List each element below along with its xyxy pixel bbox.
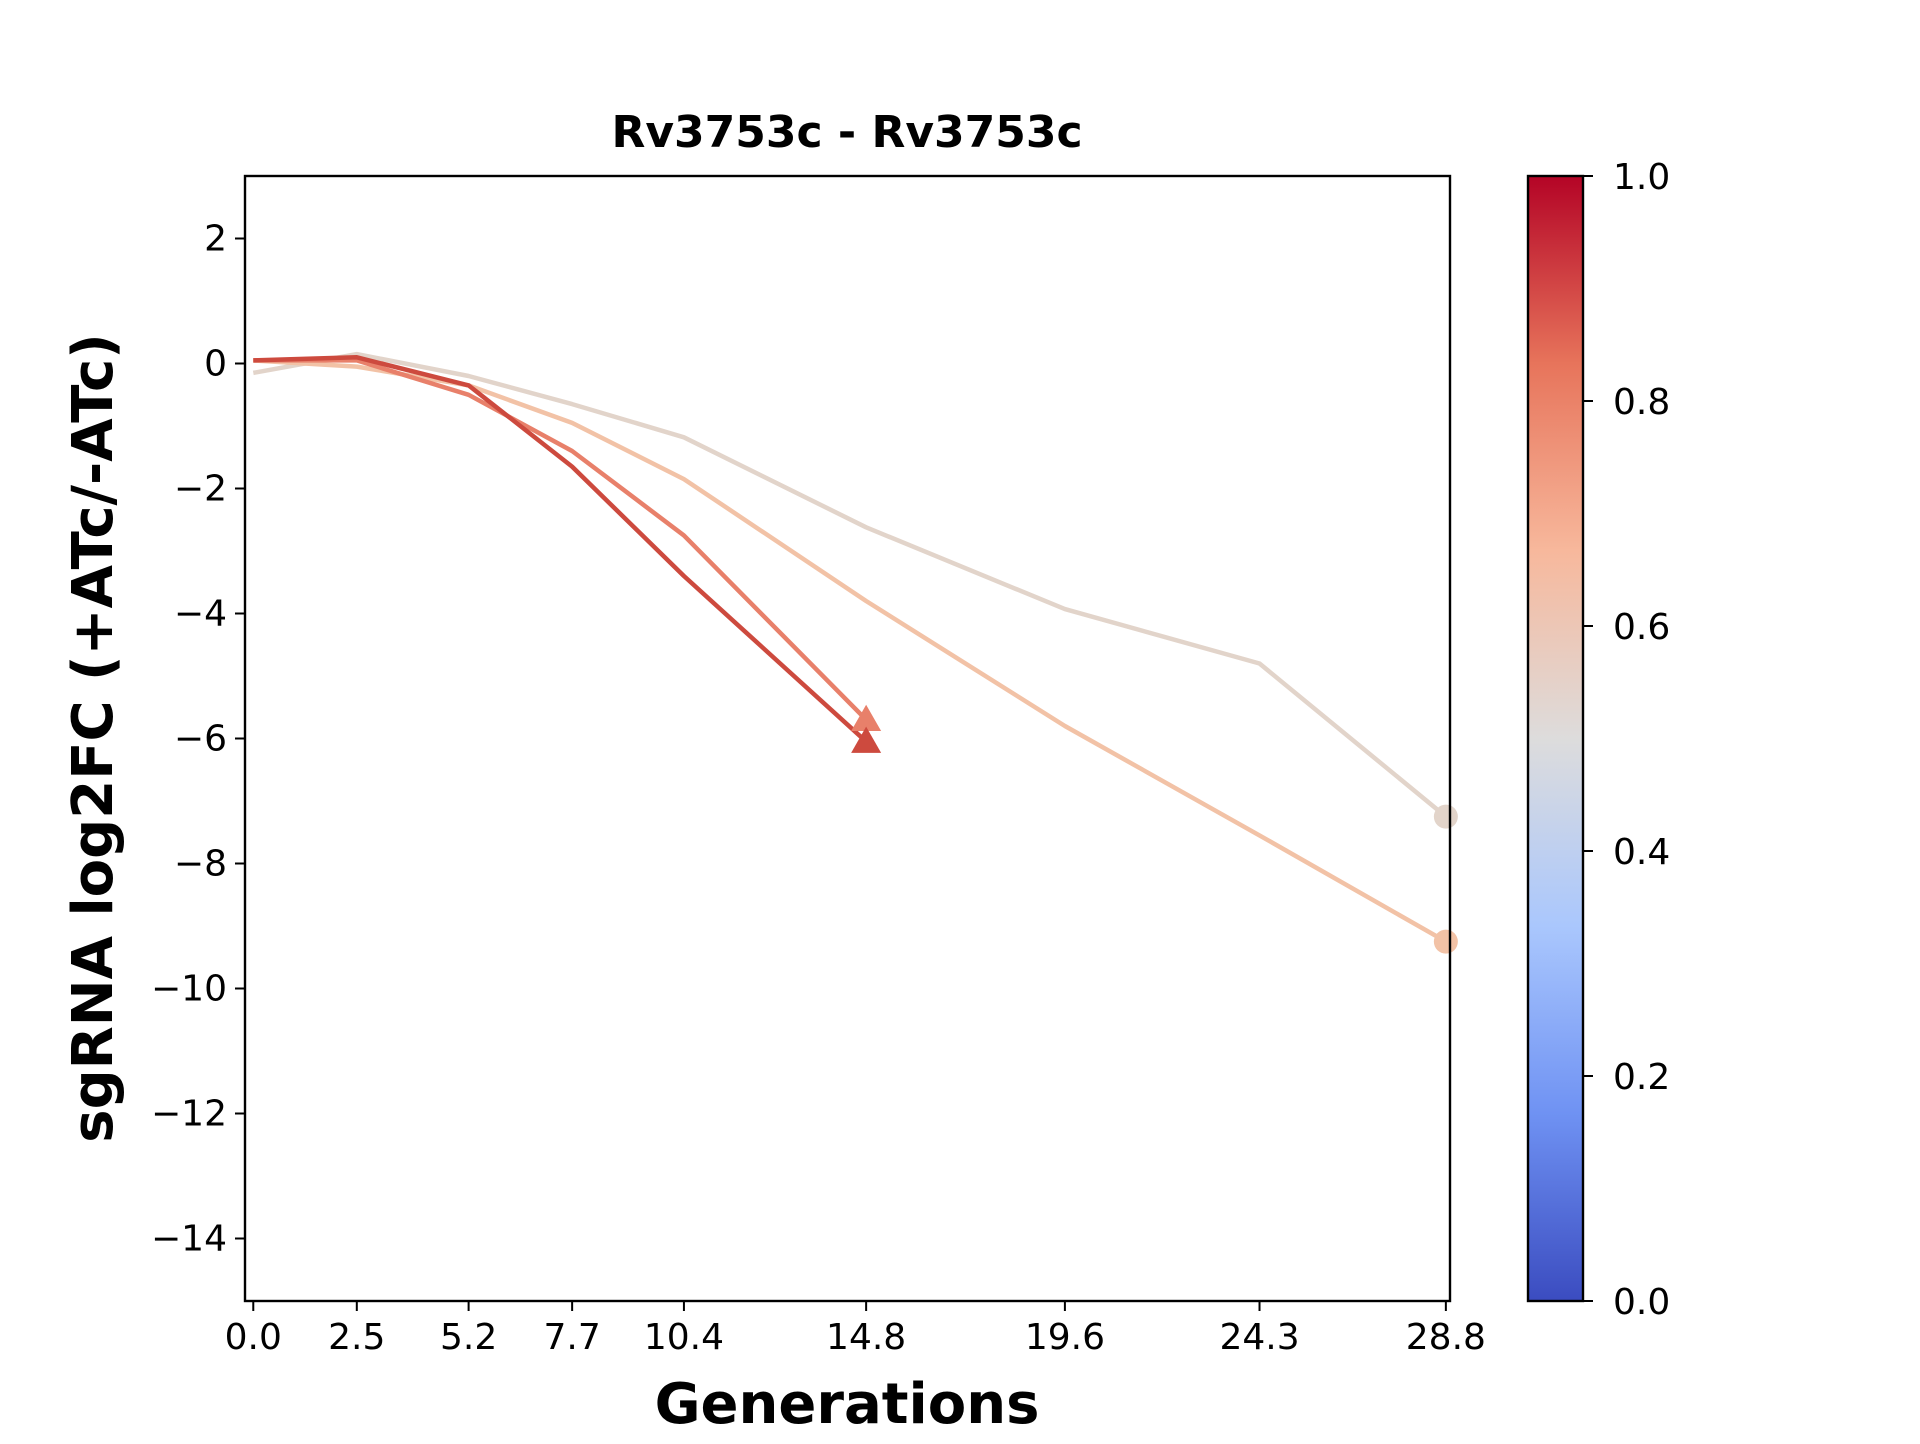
series-line-4	[253, 355, 868, 744]
y-tick-label: 2	[204, 219, 227, 260]
colorbar-tick-label: 0.6	[1613, 607, 1670, 648]
y-tick-label: 0	[204, 344, 227, 385]
series-line-1	[252, 351, 1448, 819]
series-end-marker-1	[1433, 804, 1458, 829]
series-layer	[252, 351, 1448, 944]
colorbar-tick-label: 0.2	[1613, 1057, 1670, 1098]
y-tick-label: −12	[151, 1094, 227, 1135]
y-tick-label: −4	[174, 594, 227, 635]
colorbar-ticks: 0.0 0.2 0.4 0.6 0.8 1.0	[1583, 157, 1670, 1323]
x-tick-label: 14.8	[826, 1317, 906, 1358]
colorbar-tick-label: 1.0	[1613, 157, 1670, 198]
marker-layer	[851, 704, 1458, 954]
chart-title: Rv3753c - Rv3753c	[611, 107, 1082, 158]
y-axis-title: sgRNA log2FC (+ATc/-ATc)	[61, 333, 126, 1143]
series-end-marker-4	[851, 726, 882, 753]
y-tick-label: −14	[151, 1219, 227, 1260]
y-tick-label: −8	[174, 844, 227, 885]
colorbar-tick-label: 0.4	[1613, 832, 1670, 873]
series-line-2	[253, 358, 1448, 944]
x-tick-label: 7.7	[543, 1317, 600, 1358]
x-tick-label: 2.5	[328, 1317, 385, 1358]
x-axis-title: Generations	[655, 1372, 1040, 1437]
series-line-3	[253, 358, 868, 722]
x-tick-label: 19.6	[1025, 1317, 1105, 1358]
colorbar-tick-label: 0.0	[1613, 1282, 1670, 1323]
x-tick-label: 5.2	[440, 1317, 497, 1358]
y-tick-label: −10	[151, 969, 227, 1010]
x-tick-label: 24.3	[1219, 1317, 1299, 1358]
colorbar	[1526, 174, 1585, 1303]
x-tick-label: 0.0	[225, 1317, 282, 1358]
x-tick-label: 10.4	[644, 1317, 724, 1358]
y-tick-label: −2	[174, 469, 227, 510]
plot-frame	[243, 174, 1452, 1303]
series-end-marker-2	[1433, 929, 1458, 954]
y-tick-label: −6	[174, 719, 227, 760]
y-axis-ticks: 2 0 −2 −4 −6 −8 −10 −12 −14	[151, 219, 245, 1260]
colorbar-tick-label: 0.8	[1613, 382, 1670, 423]
x-tick-label: 28.8	[1406, 1317, 1486, 1358]
x-axis-ticks: 0.0 2.5 5.2 7.7 10.4 14.8 19.6 24.3 28.8	[225, 1301, 1486, 1358]
series-end-marker-3	[851, 704, 882, 731]
